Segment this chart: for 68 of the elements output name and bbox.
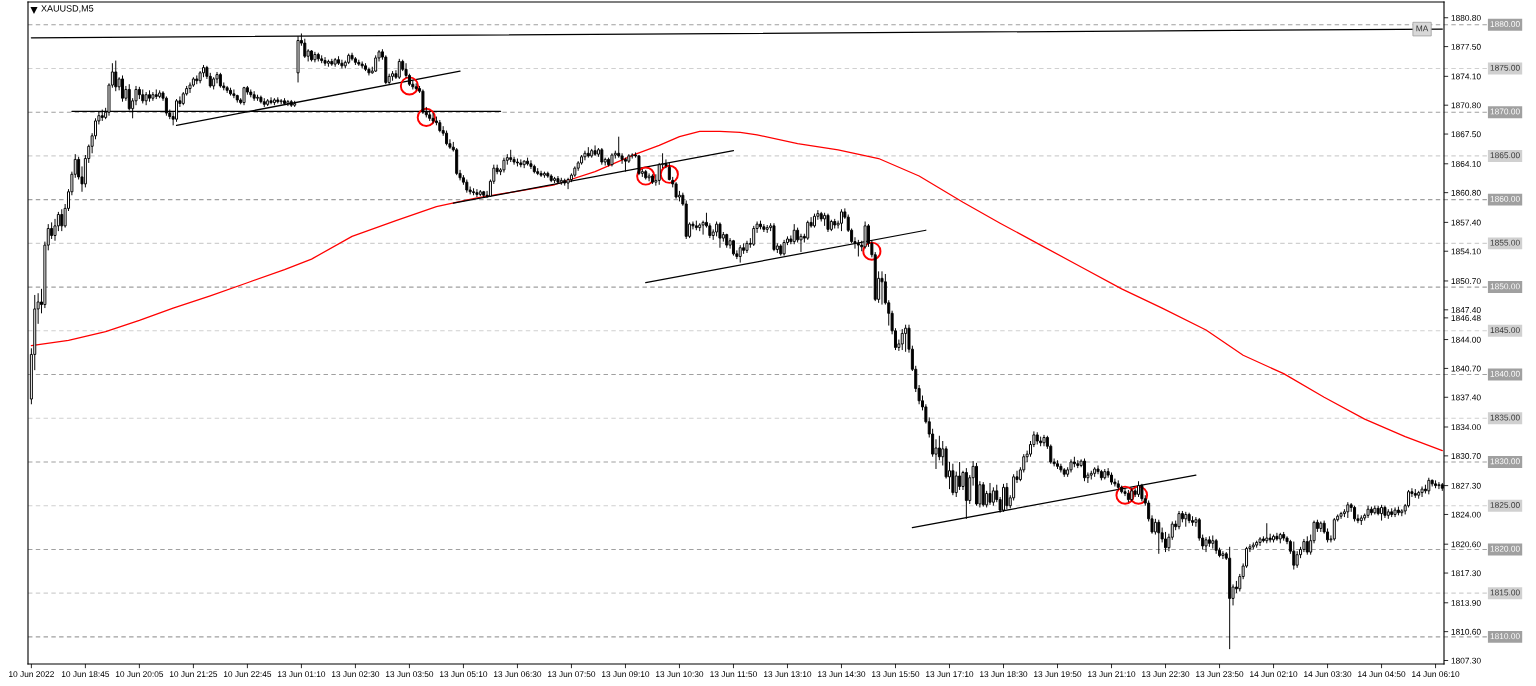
y-tick-label: 1847.40 bbox=[1451, 307, 1481, 313]
y-tick-label: 1817.30 bbox=[1451, 570, 1481, 577]
y-tick-label: 1837.40 bbox=[1451, 394, 1481, 401]
x-tick-label: 13 Jun 03:50 bbox=[385, 671, 434, 678]
y-tick-label: 1844.00 bbox=[1451, 336, 1481, 343]
x-tick-label: 13 Jun 18:30 bbox=[980, 671, 1028, 678]
y-tick-label: 1864.10 bbox=[1451, 160, 1481, 167]
x-tick-label: 13 Jun 02:30 bbox=[331, 671, 380, 678]
ref-line-label: 1865.00 bbox=[1490, 152, 1520, 159]
x-tick-label: 10 Jun 22:45 bbox=[223, 671, 272, 678]
x-tick-label: 13 Jun 09:10 bbox=[602, 671, 650, 678]
chart-title: XAUUSD,M5 bbox=[41, 5, 94, 13]
x-tick-label: 13 Jun 06:30 bbox=[493, 671, 542, 678]
y-tick-label: 1834.00 bbox=[1451, 424, 1481, 431]
ref-line-label: 1825.00 bbox=[1490, 502, 1520, 508]
x-tick-label: 10 Jun 21:25 bbox=[169, 671, 218, 678]
ref-line-label: 1875.00 bbox=[1490, 64, 1520, 71]
y-tick-label: 1830.70 bbox=[1451, 453, 1481, 459]
ref-line-label: 1845.00 bbox=[1490, 327, 1520, 334]
y-tick-label: 1870.80 bbox=[1451, 102, 1481, 109]
ref-line-label: 1830.00 bbox=[1490, 458, 1520, 465]
y-tick-label: 1857.40 bbox=[1451, 219, 1481, 226]
y-tick-label: 1854.10 bbox=[1451, 248, 1481, 255]
ref-line-label: 1855.00 bbox=[1490, 239, 1520, 246]
series-label: MA bbox=[1416, 25, 1429, 32]
x-tick-label: 10 Jun 20:05 bbox=[115, 671, 164, 678]
y-tick-label: 1813.90 bbox=[1451, 599, 1481, 606]
y-tick-label: 1850.70 bbox=[1451, 278, 1481, 285]
x-tick-label: 13 Jun 15:50 bbox=[872, 671, 920, 678]
y-tick-label: 1874.10 bbox=[1451, 73, 1481, 80]
ref-line-label: 1840.00 bbox=[1490, 370, 1520, 377]
ref-line-label: 1850.00 bbox=[1490, 283, 1520, 290]
y-tick-label: 1840.70 bbox=[1451, 365, 1481, 372]
x-tick-label: 13 Jun 22:30 bbox=[1142, 671, 1190, 678]
x-tick-label: 10 Jun 2022 bbox=[9, 671, 54, 678]
x-tick-label: 14 Jun 02:10 bbox=[1250, 671, 1298, 678]
y-tick-label: 1827.30 bbox=[1451, 482, 1481, 489]
x-tick-label: 13 Jun 05:10 bbox=[439, 671, 488, 678]
ref-line-label: 1860.00 bbox=[1490, 195, 1520, 202]
x-tick-label: 13 Jun 01:10 bbox=[277, 671, 326, 678]
y-tick-label: 1820.60 bbox=[1451, 541, 1481, 548]
y-tick-label: 1867.50 bbox=[1451, 131, 1481, 138]
x-tick-label: 13 Jun 23:50 bbox=[1196, 671, 1244, 678]
y-tick-label: 1846.48 bbox=[1451, 315, 1481, 321]
x-tick-label: 13 Jun 11:50 bbox=[710, 671, 757, 678]
y-tick-label: 1824.00 bbox=[1451, 511, 1481, 518]
x-tick-label: 13 Jun 07:50 bbox=[547, 671, 596, 678]
y-tick-label: 1880.80 bbox=[1451, 14, 1481, 21]
x-tick-label: 10 Jun 18:45 bbox=[61, 671, 110, 678]
x-tick-label: 13 Jun 13:10 bbox=[764, 671, 812, 678]
y-tick-label: 1810.60 bbox=[1451, 628, 1481, 635]
x-tick-label: 13 Jun 10:30 bbox=[656, 671, 704, 678]
x-tick-label: 14 Jun 03:30 bbox=[1304, 671, 1352, 678]
x-tick-label: 13 Jun 14:30 bbox=[818, 671, 866, 678]
ref-line-label: 1835.00 bbox=[1490, 414, 1520, 421]
ref-line-label: 1820.00 bbox=[1490, 545, 1520, 552]
ref-line-label: 1880.00 bbox=[1490, 21, 1520, 27]
y-tick-label: 1860.80 bbox=[1451, 189, 1481, 196]
ref-line-label: 1870.00 bbox=[1490, 108, 1520, 115]
x-tick-label: 14 Jun 04:50 bbox=[1358, 671, 1406, 678]
y-tick-label: 1807.30 bbox=[1451, 657, 1481, 664]
x-tick-label: 13 Jun 17:10 bbox=[926, 671, 974, 678]
x-tick-label: 14 Jun 06:10 bbox=[1412, 671, 1460, 678]
x-tick-label: 13 Jun 19:50 bbox=[1034, 671, 1082, 678]
ref-line-label: 1810.00 bbox=[1490, 633, 1520, 640]
x-tick-label: 13 Jun 21:10 bbox=[1088, 671, 1136, 678]
ref-line-label: 1815.00 bbox=[1490, 589, 1520, 596]
y-tick-label: 1877.50 bbox=[1451, 43, 1481, 50]
